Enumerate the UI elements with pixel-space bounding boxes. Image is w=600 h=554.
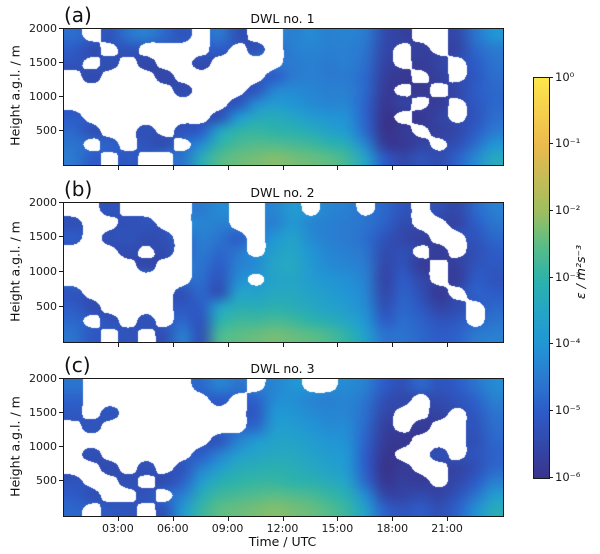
- panel-letter-c: (c): [64, 353, 91, 377]
- heatmap-canvas-b: [64, 203, 503, 342]
- y-tick-label-c-500: 500: [36, 474, 57, 488]
- y-tick-label-c-1500: 1500: [29, 405, 57, 419]
- colorbar-tick-label-5: 10⁻⁵: [555, 402, 581, 417]
- x-tick-label-03:00: 03:00: [102, 522, 134, 535]
- y-tick-label-b-2000: 2000: [29, 195, 57, 209]
- x-tick-b-18: [392, 343, 394, 347]
- y-tick-b-2000: [59, 201, 63, 203]
- x-tick-b-21: [447, 343, 449, 347]
- x-axis-label: Time / UTC: [248, 534, 317, 549]
- y-tick-label-b-1000: 1000: [29, 265, 57, 278]
- x-tick-label-15:00: 15:00: [321, 522, 354, 535]
- x-tick-label-18:00: 18:00: [376, 522, 409, 535]
- heatmap-panel-a: [63, 28, 504, 166]
- colorbar-gradient: [533, 77, 550, 479]
- y-tick-b-500: [59, 305, 63, 307]
- y-tick-a-1500: [59, 61, 63, 63]
- panel-letter-b: (b): [64, 177, 93, 201]
- x-tick-b-3: [117, 343, 119, 347]
- y-tick-label-c-2000: 2000: [29, 371, 57, 385]
- x-tick-c-21: [447, 517, 449, 521]
- x-tick-label-21:00: 21:00: [431, 522, 463, 535]
- y-tick-a-500: [59, 129, 63, 131]
- x-tick-a-15: [337, 166, 339, 170]
- heatmap-panel-c: [63, 378, 504, 517]
- y-tick-b-1000: [59, 271, 63, 272]
- panel-letter-a: (a): [64, 3, 92, 27]
- colorbar-tick-label-2: 10⁻²: [555, 202, 581, 217]
- colorbar-tick-1: [549, 143, 553, 145]
- colorbar-tick-3: [549, 276, 553, 278]
- panel-title-dwl2: DWL no. 2: [250, 185, 315, 200]
- x-tick-a-18: [392, 166, 394, 170]
- colorbar-tick-0: [549, 76, 553, 78]
- y-tick-label-b-1500: 1500: [29, 230, 57, 244]
- x-tick-b-12: [282, 343, 284, 347]
- x-tick-label-12:00: 12:00: [266, 522, 299, 535]
- heatmap-panel-b: [63, 202, 504, 343]
- y-tick-c-2000: [59, 377, 63, 379]
- y-tick-label-a-1500: 1500: [29, 55, 57, 69]
- colorbar-tick-label-3: 10⁻³: [555, 269, 581, 284]
- x-tick-b-6: [172, 343, 174, 347]
- y-tick-c-1500: [59, 411, 63, 413]
- colorbar-tick-4: [549, 343, 553, 345]
- y-tick-label-b-500: 500: [36, 299, 57, 313]
- colorbar-tick-label-0: 10⁰: [555, 69, 575, 84]
- x-tick-b-15: [337, 343, 339, 347]
- colorbar-tick-label-4: 10⁻⁴: [555, 336, 581, 351]
- x-tick-c-9: [227, 517, 229, 521]
- x-tick-label-06:00: 06:00: [156, 522, 189, 535]
- x-tick-c-15: [337, 517, 339, 521]
- x-tick-label-09:00: 09:00: [211, 522, 244, 535]
- colorbar-tick-6: [549, 476, 553, 478]
- colorbar-tick-label-1: 10⁻¹: [555, 136, 581, 151]
- x-tick-c-3: [117, 517, 119, 521]
- colorbar-tick-5: [549, 409, 553, 411]
- y-tick-label-c-1000: 1000: [29, 440, 57, 453]
- x-tick-a-21: [447, 166, 449, 170]
- panel-title-dwl1: DWL no. 1: [250, 11, 315, 26]
- y-tick-label-a-500: 500: [36, 123, 57, 137]
- panel-title-dwl3: DWL no. 3: [250, 361, 315, 376]
- colorbar-tick-label-6: 10⁻⁶: [555, 469, 581, 484]
- x-tick-c-18: [392, 517, 394, 521]
- x-tick-b-9: [227, 343, 229, 347]
- y-tick-label-a-1000: 1000: [29, 89, 57, 103]
- x-tick-a-3: [117, 166, 119, 170]
- y-tick-label-a-2000: 2000: [29, 21, 57, 35]
- x-tick-a-12: [282, 166, 284, 170]
- y-tick-b-1500: [59, 236, 63, 238]
- colorbar-tick-2: [549, 209, 553, 211]
- x-tick-c-6: [172, 517, 174, 521]
- y-tick-a-2000: [59, 27, 63, 29]
- y-tick-c-1000: [59, 446, 63, 447]
- y-tick-a-1000: [59, 95, 63, 97]
- x-tick-a-9: [227, 166, 229, 170]
- heatmap-canvas-a: [64, 29, 503, 165]
- y-tick-c-500: [59, 480, 63, 482]
- heatmap-canvas-c: [64, 379, 503, 516]
- x-tick-a-6: [172, 166, 174, 170]
- x-tick-c-12: [282, 517, 284, 521]
